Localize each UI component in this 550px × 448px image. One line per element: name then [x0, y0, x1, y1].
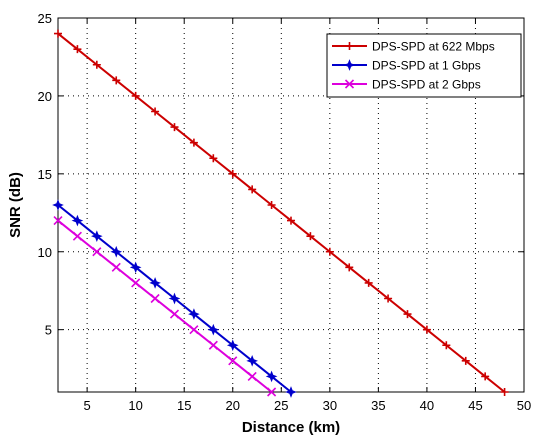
- series-1: [54, 29, 509, 396]
- x-tick-label: 35: [371, 398, 385, 413]
- plus-marker: [403, 310, 412, 319]
- axis-ticks: 5 10 15 20 25 30 35 40 45 50 5 10 15 20 25: [38, 11, 532, 413]
- star-marker: [71, 214, 84, 227]
- cross-marker: [267, 387, 277, 397]
- legend-label: DPS-SPD at 2 Gbps: [372, 78, 481, 92]
- legend-entry: DPS-SPD at 622 Mbps: [332, 40, 495, 54]
- legend-entry: DPS-SPD at 2 Gbps: [332, 78, 481, 92]
- cross-marker: [131, 278, 141, 288]
- star-marker: [207, 323, 220, 336]
- series-group: [52, 29, 509, 398]
- star-marker: [343, 59, 356, 71]
- star-marker: [149, 277, 161, 289]
- series-2: [52, 199, 297, 398]
- plus-marker: [442, 341, 451, 350]
- cross-marker: [208, 340, 218, 350]
- star-marker: [285, 386, 297, 398]
- plus-marker: [228, 169, 237, 178]
- plus-marker: [131, 91, 140, 100]
- series-3: [53, 216, 277, 397]
- legend-label: DPS-SPD at 1 Gbps: [372, 59, 481, 73]
- plus-marker: [364, 278, 373, 287]
- plus-marker: [209, 154, 218, 163]
- cross-marker: [111, 262, 121, 272]
- plus-marker: [461, 356, 470, 365]
- cross-marker: [92, 247, 102, 257]
- star-marker: [91, 230, 103, 242]
- plus-marker: [384, 294, 393, 303]
- x-tick-label: 15: [177, 398, 191, 413]
- star-marker: [265, 370, 278, 383]
- star-marker: [246, 355, 258, 367]
- plus-marker: [422, 325, 431, 334]
- x-tick-label: 50: [517, 398, 531, 413]
- plus-marker: [54, 29, 62, 38]
- plus-marker: [500, 388, 509, 396]
- cross-marker: [228, 356, 238, 366]
- cross-marker: [150, 293, 160, 304]
- y-axis-label: SNR (dB): [7, 172, 24, 238]
- y-tick-label: 15: [38, 167, 52, 182]
- plus-marker: [189, 138, 198, 147]
- plus-marker: [170, 123, 179, 132]
- x-tick-label: 5: [84, 398, 91, 413]
- cross-marker: [247, 371, 257, 381]
- x-tick-label: 10: [128, 398, 142, 413]
- x-tick-label: 25: [274, 398, 288, 413]
- plus-marker: [267, 201, 276, 209]
- plus-marker: [287, 216, 295, 225]
- plus-marker: [248, 185, 257, 194]
- plus-marker: [345, 42, 354, 50]
- x-axis-label: Distance (km): [242, 419, 340, 436]
- plus-marker: [151, 107, 160, 116]
- series-line: [57, 32, 506, 393]
- x-tick-label: 30: [323, 398, 337, 413]
- plus-marker: [112, 76, 121, 85]
- x-tick-label: 45: [468, 398, 482, 413]
- y-tick-label: 25: [38, 11, 52, 26]
- y-tick-label: 20: [38, 89, 52, 104]
- legend-entry: DPS-SPD at 1 Gbps: [332, 59, 481, 73]
- star-marker: [226, 339, 239, 352]
- plus-marker: [73, 45, 82, 54]
- legend: DPS-SPD at 622 Mbps DPS-SPD at 1 Gbps DPS-…: [326, 33, 522, 98]
- plus-marker: [345, 263, 354, 272]
- y-tick-label: 10: [38, 245, 52, 260]
- legend-label: DPS-SPD at 622 Mbps: [372, 40, 495, 54]
- star-marker: [129, 261, 142, 274]
- star-marker: [188, 308, 200, 320]
- plus-marker: [92, 60, 101, 69]
- star-marker: [52, 199, 64, 211]
- x-tick-label: 20: [226, 398, 240, 413]
- y-tick-label: 5: [45, 323, 52, 338]
- cross-marker: [169, 309, 180, 319]
- cross-marker: [53, 216, 63, 226]
- star-marker: [168, 292, 181, 305]
- plus-marker: [325, 247, 334, 256]
- x-tick-label: 40: [420, 398, 434, 413]
- cross-marker: [344, 79, 355, 89]
- cross-marker: [72, 231, 82, 241]
- plus-marker: [306, 232, 315, 241]
- plus-marker: [481, 372, 490, 381]
- cross-marker: [189, 325, 199, 335]
- star-marker: [110, 245, 123, 258]
